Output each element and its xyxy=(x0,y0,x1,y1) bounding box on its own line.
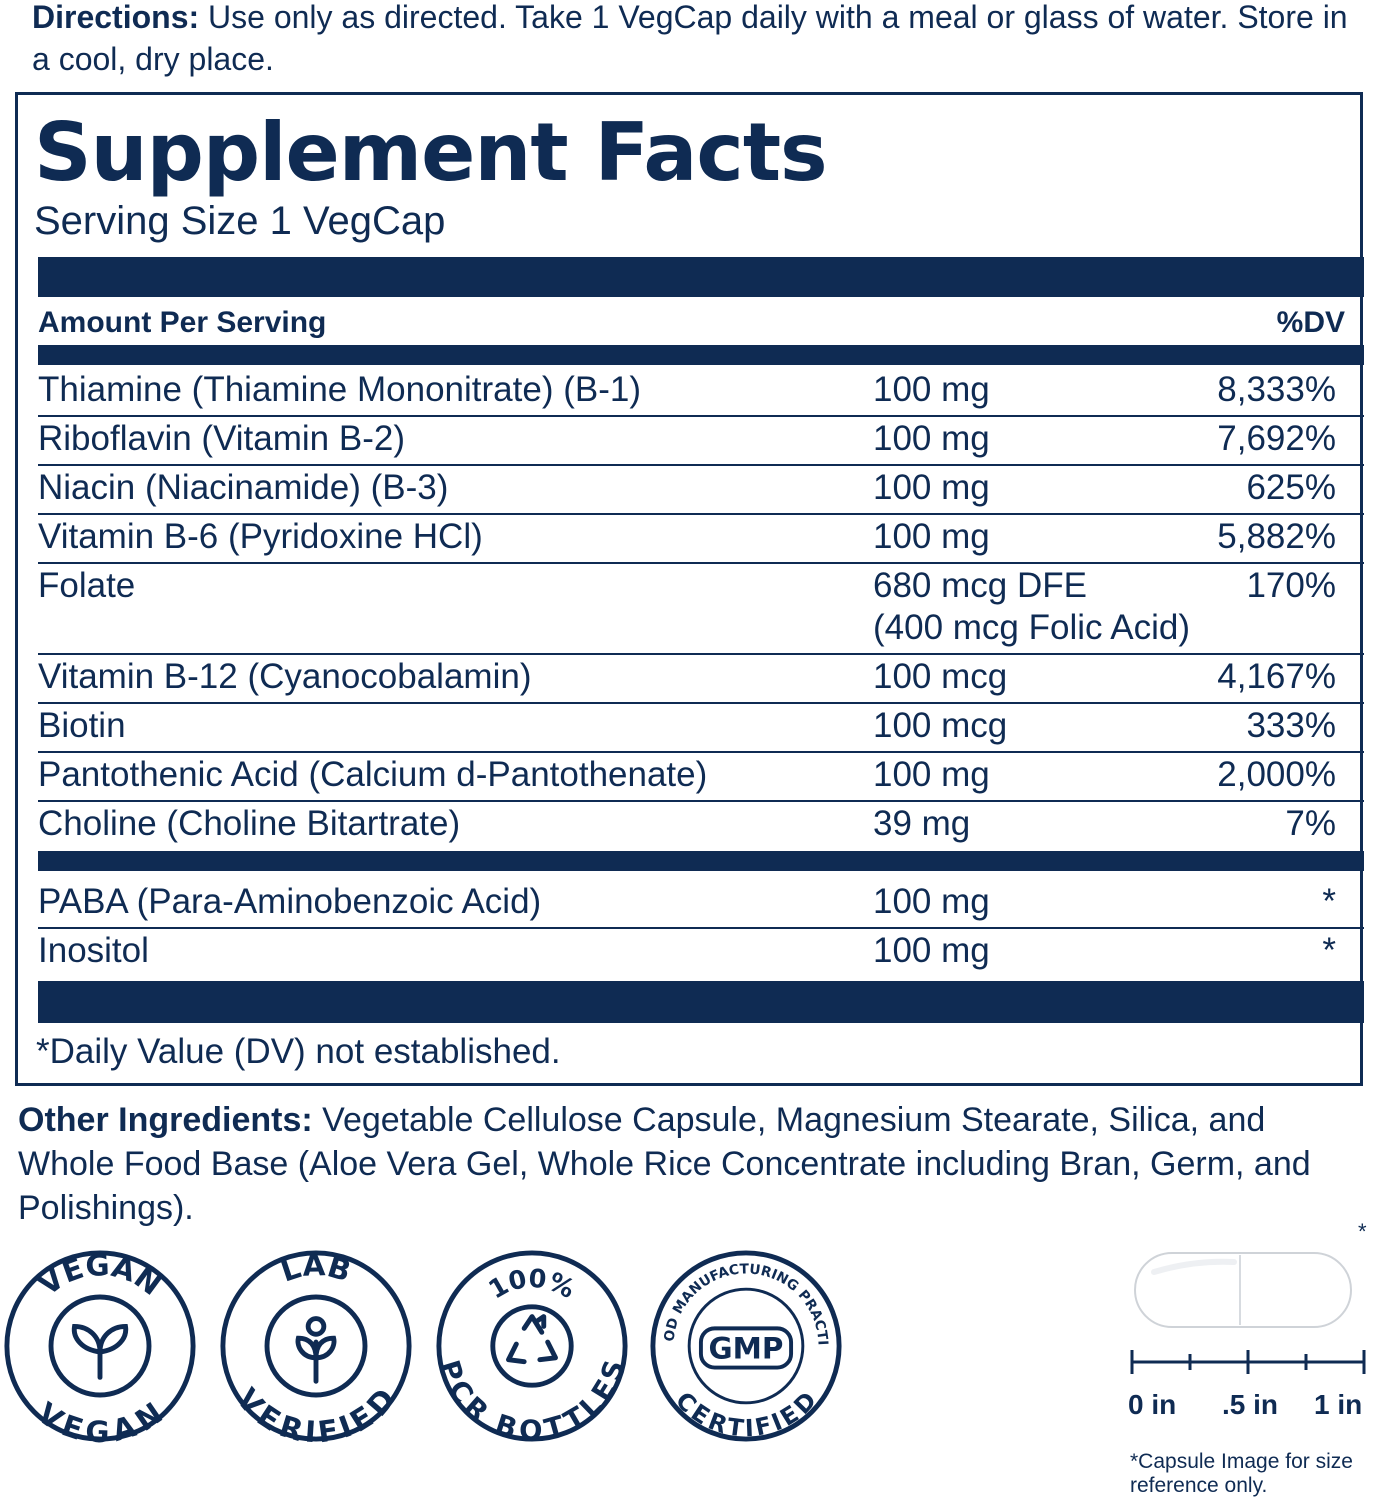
svg-text:100%: 100% xyxy=(484,1264,579,1306)
nutrient-dv: 7,692% xyxy=(1217,419,1336,458)
nutrient-name: Pantothenic Acid (Calcium d-Pantothenate… xyxy=(38,755,708,794)
directions-body: Use only as directed. Take 1 VegCap dail… xyxy=(32,0,1348,77)
thick-divider xyxy=(38,981,1364,1023)
sprout-icon xyxy=(71,1323,129,1380)
badge-bottom-text: PCR BOTTLES xyxy=(434,1357,630,1444)
medium-divider xyxy=(38,345,1364,365)
nutrient-dv: 170% xyxy=(1246,566,1336,605)
nutrient-name: Folate xyxy=(38,566,136,605)
nutrient-amount: 100 mg xyxy=(873,370,990,409)
nutrient-amount: 100 mcg xyxy=(873,706,1008,745)
nutrient-amount: 680 mcg DFE xyxy=(873,566,1087,605)
svg-text:VEGAN: VEGAN xyxy=(31,1396,168,1444)
table-row: Biotin 100 mcg 333% xyxy=(38,705,1364,753)
table-row: PABA (Para-Aminobenzoic Acid) 100 mg * xyxy=(38,881,1364,929)
svg-text:PCR BOTTLES: PCR BOTTLES xyxy=(434,1357,630,1444)
nutrient-amount: 100 mg xyxy=(873,517,990,556)
panel-title: Supplement Facts xyxy=(34,106,828,199)
badge-top-text: LAB xyxy=(276,1248,354,1288)
nutrient-amount: 39 mg xyxy=(873,804,971,843)
nutrient-amount: 100 mg xyxy=(873,931,990,970)
svg-text:VERIFIED: VERIFIED xyxy=(230,1382,402,1444)
serving-size: Serving Size 1 VegCap xyxy=(34,199,446,243)
table-row: Folate 680 mcg DFE (400 mcg Folic Acid) … xyxy=(38,565,1364,655)
nutrient-dv: 333% xyxy=(1246,706,1336,745)
svg-text:VEGAN: VEGAN xyxy=(32,1248,168,1302)
nutrient-dv: * xyxy=(1322,931,1336,970)
nutrient-name: Vitamin B-6 (Pyridoxine HCl) xyxy=(38,517,483,556)
nutrient-dv: 2,000% xyxy=(1217,755,1336,794)
nutrient-amount: 100 mcg xyxy=(873,657,1008,696)
directions-text: Directions: Use only as directed. Take 1… xyxy=(32,0,1352,80)
capsule-icon xyxy=(1134,1252,1352,1328)
flower-icon xyxy=(295,1316,337,1384)
gmp-icon: GMP xyxy=(698,1326,794,1370)
nutrient-amount-detail: (400 mcg Folic Acid) xyxy=(873,608,1191,647)
svg-text:LAB: LAB xyxy=(276,1248,354,1288)
dv-footnote: *Daily Value (DV) not established. xyxy=(36,1032,561,1071)
other-ingredients-label: Other Ingredients: xyxy=(18,1101,313,1139)
ruler-label: .5 in xyxy=(1222,1389,1279,1420)
size-ruler xyxy=(1130,1350,1366,1374)
svg-text:CERTIFIED: CERTIFIED xyxy=(670,1386,822,1442)
capsule-asterisk: * xyxy=(1358,1219,1367,1244)
badge-bottom-text: CERTIFIED xyxy=(670,1386,822,1442)
nutrient-dv: 4,167% xyxy=(1217,657,1336,696)
table-row: Riboflavin (Vitamin B-2) 100 mg 7,692% xyxy=(38,418,1364,466)
table-row: Choline (Choline Bitartrate) 39 mg 7% xyxy=(38,803,1364,849)
nutrient-dv: 7% xyxy=(1285,804,1336,843)
other-ingredients: Other Ingredients: Vegetable Cellulose C… xyxy=(18,1098,1368,1230)
gmp-label: GMP xyxy=(709,1332,784,1366)
nutrient-amount: 100 mg xyxy=(873,882,990,921)
directions-label: Directions: xyxy=(32,0,200,35)
nutrient-dv: * xyxy=(1322,882,1336,921)
lab-verified-badge: LAB VERIFIED xyxy=(220,1248,412,1444)
badge-bottom-text: VEGAN xyxy=(31,1396,168,1444)
vegan-badge: VEGAN VEGAN xyxy=(4,1248,196,1444)
amount-per-serving-header: Amount Per Serving xyxy=(38,306,327,339)
nutrient-amount: 100 mg xyxy=(873,419,990,458)
nutrient-name: Biotin xyxy=(38,706,126,745)
badge-bottom-text: VERIFIED xyxy=(230,1382,402,1444)
nutrient-amount: 100 mg xyxy=(873,755,990,794)
nutrient-name: Thiamine (Thiamine Mononitrate) (B-1) xyxy=(38,370,641,409)
table-row: Thiamine (Thiamine Mononitrate) (B-1) 10… xyxy=(38,369,1364,417)
thick-divider xyxy=(38,257,1364,297)
nutrient-dv: 625% xyxy=(1246,468,1336,507)
badge-top-text: VEGAN xyxy=(32,1248,168,1302)
recycle-icon xyxy=(506,1314,558,1365)
nutrient-dv: 5,882% xyxy=(1217,517,1336,556)
dv-header: %DV xyxy=(1276,306,1345,339)
nutrient-name: PABA (Para-Aminobenzoic Acid) xyxy=(38,882,542,921)
table-row: Vitamin B-12 (Cyanocobalamin) 100 mcg 4,… xyxy=(38,656,1364,704)
table-row: Inositol 100 mg * xyxy=(38,930,1364,976)
other-ingredients-body: Vegetable Cellulose Capsule, Magnesium S… xyxy=(18,1101,1311,1227)
nutrient-name: Choline (Choline Bitartrate) xyxy=(38,804,461,843)
supplement-facts-panel: Supplement Facts Serving Size 1 VegCap A… xyxy=(15,92,1364,1086)
capsule-note: *Capsule Image for size reference only. xyxy=(1130,1450,1353,1497)
table-row: Niacin (Niacinamide) (B-3) 100 mg 625% xyxy=(38,467,1364,515)
table-row: Vitamin B-6 (Pyridoxine HCl) 100 mg 5,88… xyxy=(38,516,1364,564)
ruler-label: 1 in xyxy=(1314,1389,1363,1420)
nutrient-name: Inositol xyxy=(38,931,149,970)
badge-top-text: 100% xyxy=(484,1264,579,1306)
nutrient-name: Vitamin B-12 (Cyanocobalamin) xyxy=(38,657,532,696)
nutrient-amount: 100 mg xyxy=(873,468,990,507)
medium-divider xyxy=(38,851,1364,871)
nutrient-name: Riboflavin (Vitamin B-2) xyxy=(38,419,405,458)
table-row: Pantothenic Acid (Calcium d-Pantothenate… xyxy=(38,754,1364,802)
nutrient-name: Niacin (Niacinamide) (B-3) xyxy=(38,468,449,507)
ruler-label: 0 in xyxy=(1128,1389,1177,1420)
pcr-bottles-badge: 100% PCR BOTTLES xyxy=(434,1250,630,1444)
nutrient-dv: 8,333% xyxy=(1217,370,1336,409)
